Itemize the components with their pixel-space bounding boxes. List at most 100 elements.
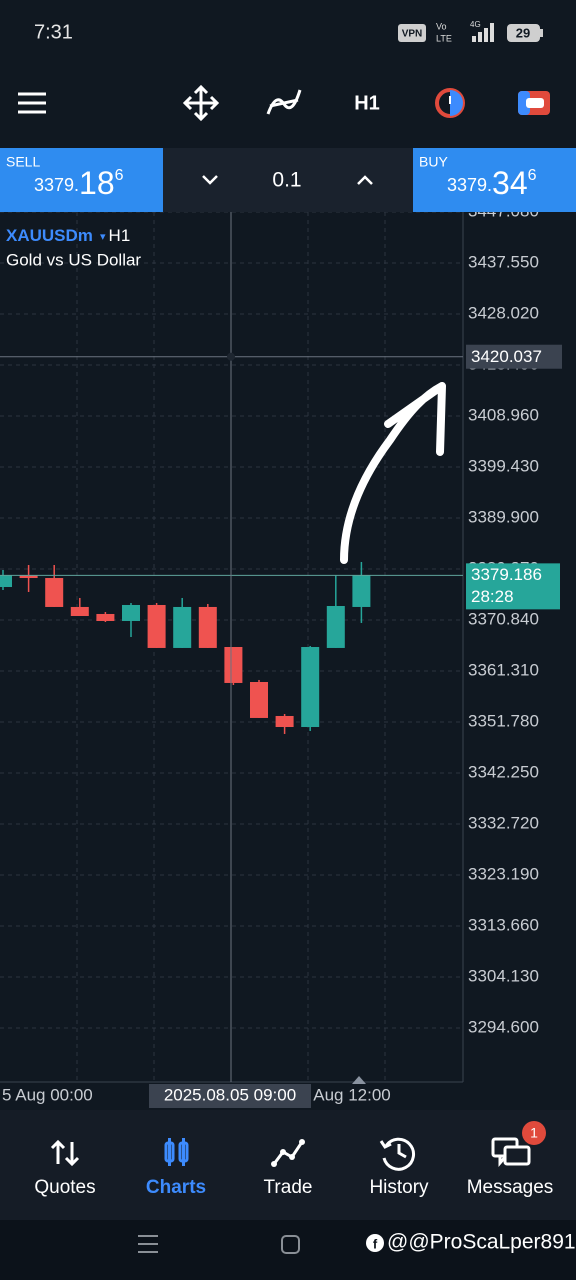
toolbar: H1 <box>18 84 550 122</box>
sell-price-big: 18 <box>79 165 115 201</box>
candle-body <box>45 578 64 607</box>
candle-body <box>122 604 140 621</box>
buy-price-pip: 6 <box>528 167 537 184</box>
battery-tip <box>540 29 543 37</box>
nav-labels: Quotes Charts Trade History Messages <box>34 1177 553 1198</box>
candle-body <box>96 613 115 621</box>
system-bar: f @@ProScaLper891 <box>0 1220 576 1280</box>
volte-bottom: LTE <box>436 33 452 43</box>
timeframe-button[interactable]: H1 <box>354 92 380 114</box>
buy-button[interactable] <box>413 148 576 212</box>
overlay: 3379.186 28:28 3420.037 5 Aug 00:00 5 Aug 12… <box>0 212 562 1108</box>
quotes-icon[interactable] <box>50 1139 80 1167</box>
trade-panel-toggle[interactable] <box>518 91 550 115</box>
crosshair-time-box <box>149 1084 311 1108</box>
y-tick-label: 3370.840 <box>468 610 539 629</box>
y-tick-label: 3304.130 <box>468 967 539 986</box>
volume-up[interactable] <box>357 175 373 185</box>
network-type: 4G <box>470 20 481 29</box>
candle-body <box>326 606 345 648</box>
candle-body <box>0 575 12 588</box>
vpn-badge <box>398 24 426 42</box>
menu-button[interactable] <box>18 92 46 114</box>
candle-body <box>352 575 371 607</box>
nav-label[interactable]: Quotes <box>34 1177 95 1198</box>
buy-price-main: 3379. <box>447 175 492 195</box>
symbol: XAUUSDm ▾ H1 <box>6 226 130 245</box>
candle-body <box>147 604 166 648</box>
volte-top: Vo <box>436 21 447 31</box>
candle-body <box>198 606 217 648</box>
system-bar-bg <box>0 1220 576 1280</box>
volume-down[interactable] <box>202 175 218 185</box>
y-tick-label: 3428.020 <box>468 303 539 322</box>
symbol-timeframe: H1 <box>109 226 131 245</box>
y-tick-label: 3408.960 <box>468 405 539 424</box>
candle-body <box>173 606 192 648</box>
x-tick-label: 5 Aug 00:00 <box>2 1085 93 1104</box>
symbol-description: Gold vs US Dollar <box>6 250 141 269</box>
messages-icon[interactable] <box>491 1137 531 1168</box>
recents-button[interactable] <box>138 1235 158 1253</box>
nav-label[interactable]: Messages <box>467 1177 554 1198</box>
nav-bg <box>0 1110 576 1220</box>
volume[interactable]: 0.1 <box>272 169 301 192</box>
sell-label: SELL <box>6 154 40 170</box>
scroll-marker <box>352 1076 366 1084</box>
y-tick-label: 3323.190 <box>468 865 539 884</box>
watermark: @@ProScaLper891 <box>387 1231 576 1254</box>
bottom-nav: 1 Quotes Charts Trade History Messages <box>0 1110 576 1220</box>
sell-button[interactable] <box>0 148 163 212</box>
y-tick-label: 3351.780 <box>468 712 539 731</box>
home-button[interactable] <box>281 1235 300 1254</box>
y-tick-label: 3399.430 <box>468 457 539 476</box>
y-tick-label: 3361.310 <box>468 661 539 680</box>
vpn-label: VPN <box>402 29 423 40</box>
sell-price-main: 3379. <box>34 175 79 195</box>
charts-icon[interactable] <box>164 1138 189 1166</box>
battery-level: 29 <box>516 25 530 40</box>
candle-body <box>19 575 38 579</box>
buy-price: 3379.346 <box>447 165 537 201</box>
crosshair-price-box <box>466 344 562 369</box>
sell-price-pip: 6 <box>115 167 124 184</box>
nav-label[interactable]: Trade <box>264 1177 313 1198</box>
annotation-arrow <box>340 382 446 564</box>
price-axis: 3447.0803437.5503428.0203418.4903408.960… <box>468 201 539 1037</box>
y-tick-label: 3437.550 <box>468 252 539 271</box>
one-click-trading[interactable] <box>435 88 465 118</box>
nav-label[interactable]: Charts <box>146 1177 206 1198</box>
crosshair-center <box>227 352 235 361</box>
y-tick-label: 3447.080 <box>468 201 539 220</box>
facebook-f: f <box>373 1236 378 1251</box>
buy-label: BUY <box>419 154 448 170</box>
messages-badge <box>522 1121 546 1145</box>
y-tick-label: 3332.720 <box>468 814 539 833</box>
buy-price-big: 34 <box>492 165 528 201</box>
facebook-icon <box>366 1234 384 1252</box>
indicators-button[interactable] <box>266 89 302 115</box>
candle-body <box>224 647 243 683</box>
candle-body <box>301 647 320 728</box>
clock: 7:31 <box>34 21 73 43</box>
symbol-name: XAUUSDm <box>6 226 93 245</box>
nav-label[interactable]: History <box>369 1177 429 1198</box>
messages-badge-count: 1 <box>530 1125 538 1141</box>
y-tick-label: 3389.900 <box>468 508 539 527</box>
last-price-box <box>466 563 560 610</box>
candle-body <box>250 682 268 718</box>
trade-bar: SELL 3379.186 0.1 BUY 3379.346 <box>0 148 576 212</box>
candles <box>0 562 371 734</box>
battery <box>507 24 540 42</box>
y-tick-label: 3294.600 <box>468 1018 539 1037</box>
trade-icon[interactable] <box>271 1139 305 1167</box>
y-tick-label: 3342.250 <box>468 763 539 782</box>
crosshair-tool[interactable] <box>182 84 220 122</box>
sell-price: 3379.186 <box>34 165 124 201</box>
candle-body <box>70 606 89 617</box>
crosshair-price-label: 3420.037 <box>471 347 542 366</box>
history-icon[interactable] <box>379 1137 416 1171</box>
signal-icon <box>472 23 494 42</box>
